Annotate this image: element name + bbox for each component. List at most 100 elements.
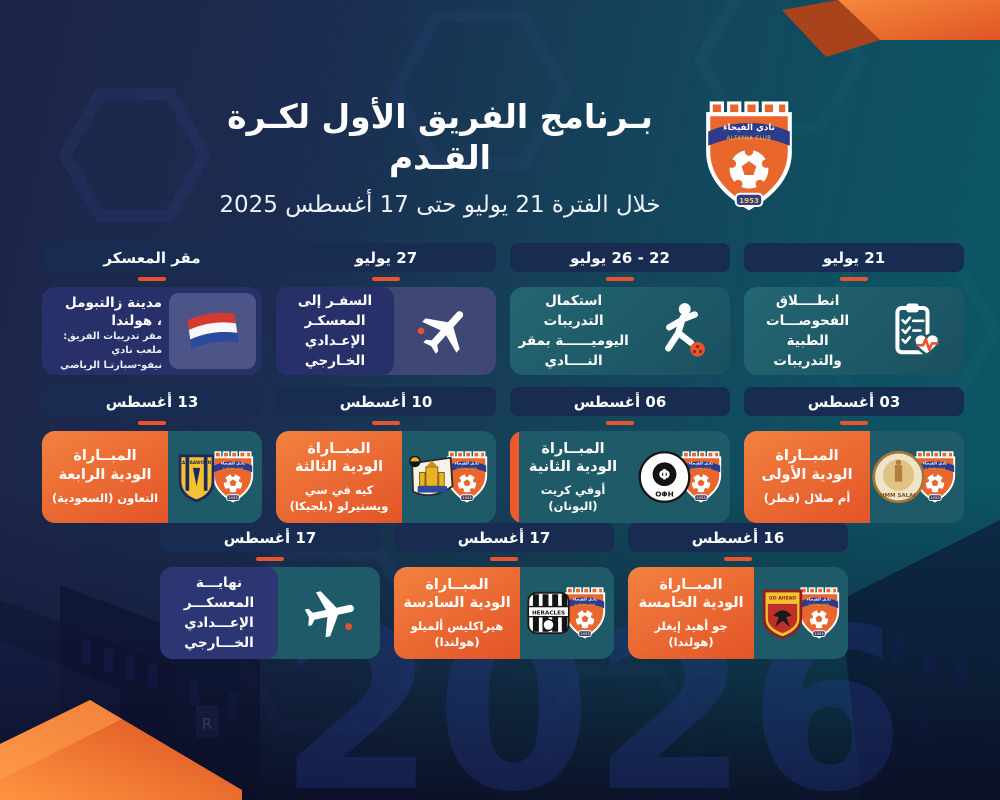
opponent-name: جو أهيد إيغلز (هولندا) [654,619,728,649]
date-label: 16 أغسطس [691,528,785,547]
date-underline [606,277,634,281]
opponent-name: أم صلال (قطر) [763,491,851,506]
date-underline [372,277,400,281]
match-subtitle: الودية الخامسة [638,595,744,612]
match-card-aug06: 06 أغسطس المبــاراة الودية الثانية أوفي … [510,387,730,523]
camp-note: ملعب نادي [111,345,163,357]
opponent-name: التعاون (السعودية) [51,491,159,506]
camp-country: ، هولندا [111,312,163,329]
date-badge: 21 يوليو [744,243,964,272]
accent-strip [510,431,519,523]
opponent-name: هيراكليس ألميلو (هولندا) [410,619,504,649]
camp-city: مدينة زالتبومل [65,295,163,311]
match-subtitle: الودية الثانية [528,459,618,476]
event-card-aug17-end: 17 أغسطس نهايـــة المعسكـــر الإعـــدادي… [160,523,380,659]
match-logos: HERACLES [520,567,614,659]
camp-header-badge: مقر المعسكر [42,243,262,272]
ofi-crete-logo: Φ ΟΦΗ [638,451,691,503]
event-text: استكمال التدريبات اليوميــــــة بمقر الن… [518,292,629,370]
event-body: انطــــلاق الفحوصـــات الطبية والتدريبات [744,287,964,375]
camp-note: نيفو-سبارتـا الرياضي [60,359,163,371]
event-body: نهايـــة المعسكـــر الإعـــدادي الخـــار… [160,567,380,659]
medical-checkup-icon [867,287,964,375]
date-label: 03 أغسطس [807,392,901,411]
umm-salal-label: UMM SALAL [880,493,917,499]
camp-location-text: مدينة زالتبومل ، هولندا مقر تدريبات الفر… [47,292,168,371]
date-label: 21 يوليو [822,248,886,267]
match-text: المبــاراة الودية الخامسة جو أهيد إيغلز … [628,567,754,659]
football-player-icon [633,287,730,375]
date-underline [138,277,166,281]
date-label: 22 - 26 يوليو [570,248,670,267]
header: بـرنامج الفريق الأول لكـرة القـدم خلال ا… [190,96,690,218]
date-label: 10 أغسطس [339,392,433,411]
date-label: 17 أغسطس [457,528,551,547]
match-body: المبــاراة الودية الرابعة التعاون (السعو… [42,431,262,523]
date-label: 06 أغسطس [573,392,667,411]
match-card-aug03: 03 أغسطس المبــاراة الودية الأولى أم صلا… [744,387,964,523]
opponent-name: أوفي كريت (اليونان) [540,483,606,513]
camp-body: مدينة زالتبومل ، هولندا مقر تدريبات الفر… [42,287,262,375]
netherlands-flag-icon [169,293,256,369]
match-text: المبــاراة الودية الثانية أوفي كريت (الي… [510,431,636,523]
match-card-aug16: 16 أغسطس المبــاراة الودية الخامسة جو أه… [628,523,848,659]
match-body: المبــاراة الودية الأولى أم صلال (قطر) U… [744,431,964,523]
date-underline [606,421,634,425]
date-label: 17 أغسطس [223,528,317,547]
match-body: المبــاراة الودية الثانية أوفي كريت (الي… [510,431,730,523]
date-badge: 17 أغسطس [394,523,614,552]
date-underline [138,421,166,425]
match-logos [402,431,496,523]
al-taawoun-logo: ALTAAWOUN [178,454,215,503]
date-label: 27 يوليو [354,248,418,267]
date-underline [490,557,518,561]
match-title: المبــاراة [775,448,839,465]
gae-label: GO AHEAD [769,596,796,602]
date-badge: 16 أغسطس [628,523,848,552]
umm-salal-logo: UMM SALAL [872,450,925,504]
date-underline [840,277,868,281]
camp-note: مقر تدريبات الفريق: [63,331,163,343]
airplane-departure-icon [394,287,496,375]
date-badge: 27 يوليو [276,243,496,272]
date-underline [256,557,284,561]
match-title: المبــاراة [73,448,137,465]
taawoun-label: ALTAAWOUN [182,460,212,465]
match-logos: Φ ΟΦΗ [636,431,730,523]
go-ahead-eagles-logo: GO AHEAD [762,589,803,640]
date-badge: 17 أغسطس [160,523,380,552]
match-subtitle: الودية السادسة [403,595,511,612]
event-card-jul22-26: 22 - 26 يوليو استكمال التدريبات اليوميــ… [510,243,730,375]
event-card-jul21: 21 يوليو انطــــلاق الفحوصـــات الطبية و… [744,243,964,375]
street-sign: R [202,715,212,733]
match-subtitle: الودية الأولى [761,467,853,484]
heracles-label: HERACLES [532,610,565,616]
event-text: نهايـــة المعسكـــر الإعـــدادي الخـــار… [160,567,278,659]
date-badge: 13 أغسطس [42,387,262,416]
date-badge: 06 أغسطس [510,387,730,416]
match-title: المبــاراة [659,576,723,593]
match-title: المبــاراة [541,440,605,457]
kvc-westerlo-logo [409,455,454,497]
match-logos: UMM SALAL [870,431,964,523]
alfayha-club-logo [698,98,800,214]
match-logos: GO AHEAD [754,567,848,659]
date-badge: 22 - 26 يوليو [510,243,730,272]
match-subtitle: الودية الرابعة [58,467,152,484]
event-text: انطــــلاق الفحوصـــات الطبية والتدريبات [766,292,850,370]
date-underline [724,557,752,561]
date-badge: 03 أغسطس [744,387,964,416]
date-underline [840,421,868,425]
match-title: المبــاراة [307,440,371,457]
event-body: استكمال التدريبات اليوميــــــة بمقر الن… [510,287,730,375]
match-text: المبــاراة الودية السادسة هيراكليس ألميل… [394,567,520,659]
match-title: المبــاراة [425,576,489,593]
date-badge: 10 أغسطس [276,387,496,416]
opponent-name: كيه في سي ويستيرلو (بلجيكا) [289,483,389,513]
match-text: المبــاراة الودية الثالثة كيه في سي ويست… [276,431,402,523]
match-subtitle: الودية الثالثة [294,459,384,476]
match-body: المبــاراة الودية الثالثة كيه في سي ويست… [276,431,496,523]
match-text: المبــاراة الودية الرابعة التعاون (السعو… [42,431,168,523]
match-logos: ALTAAWOUN [168,431,262,523]
